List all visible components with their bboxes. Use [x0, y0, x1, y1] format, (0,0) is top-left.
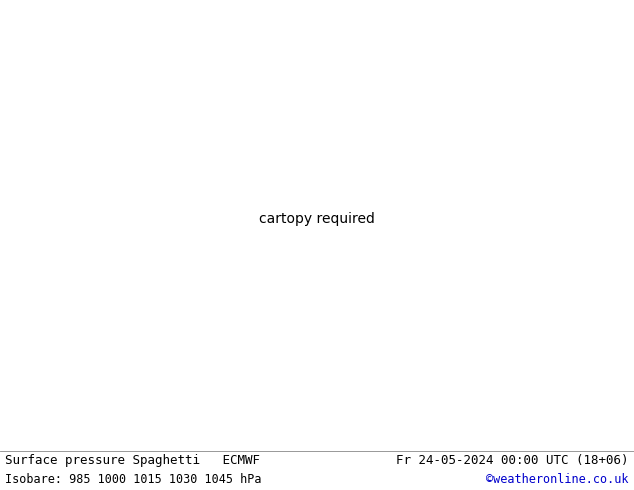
Text: Fr 24-05-2024 00:00 UTC (18+06): Fr 24-05-2024 00:00 UTC (18+06) — [396, 454, 629, 467]
Text: Isobare: 985 1000 1015 1030 1045 hPa: Isobare: 985 1000 1015 1030 1045 hPa — [5, 472, 262, 486]
Text: cartopy required: cartopy required — [259, 212, 375, 226]
Text: Surface pressure Spaghetti   ECMWF: Surface pressure Spaghetti ECMWF — [5, 454, 260, 467]
Text: ©weatheronline.co.uk: ©weatheronline.co.uk — [486, 472, 629, 486]
